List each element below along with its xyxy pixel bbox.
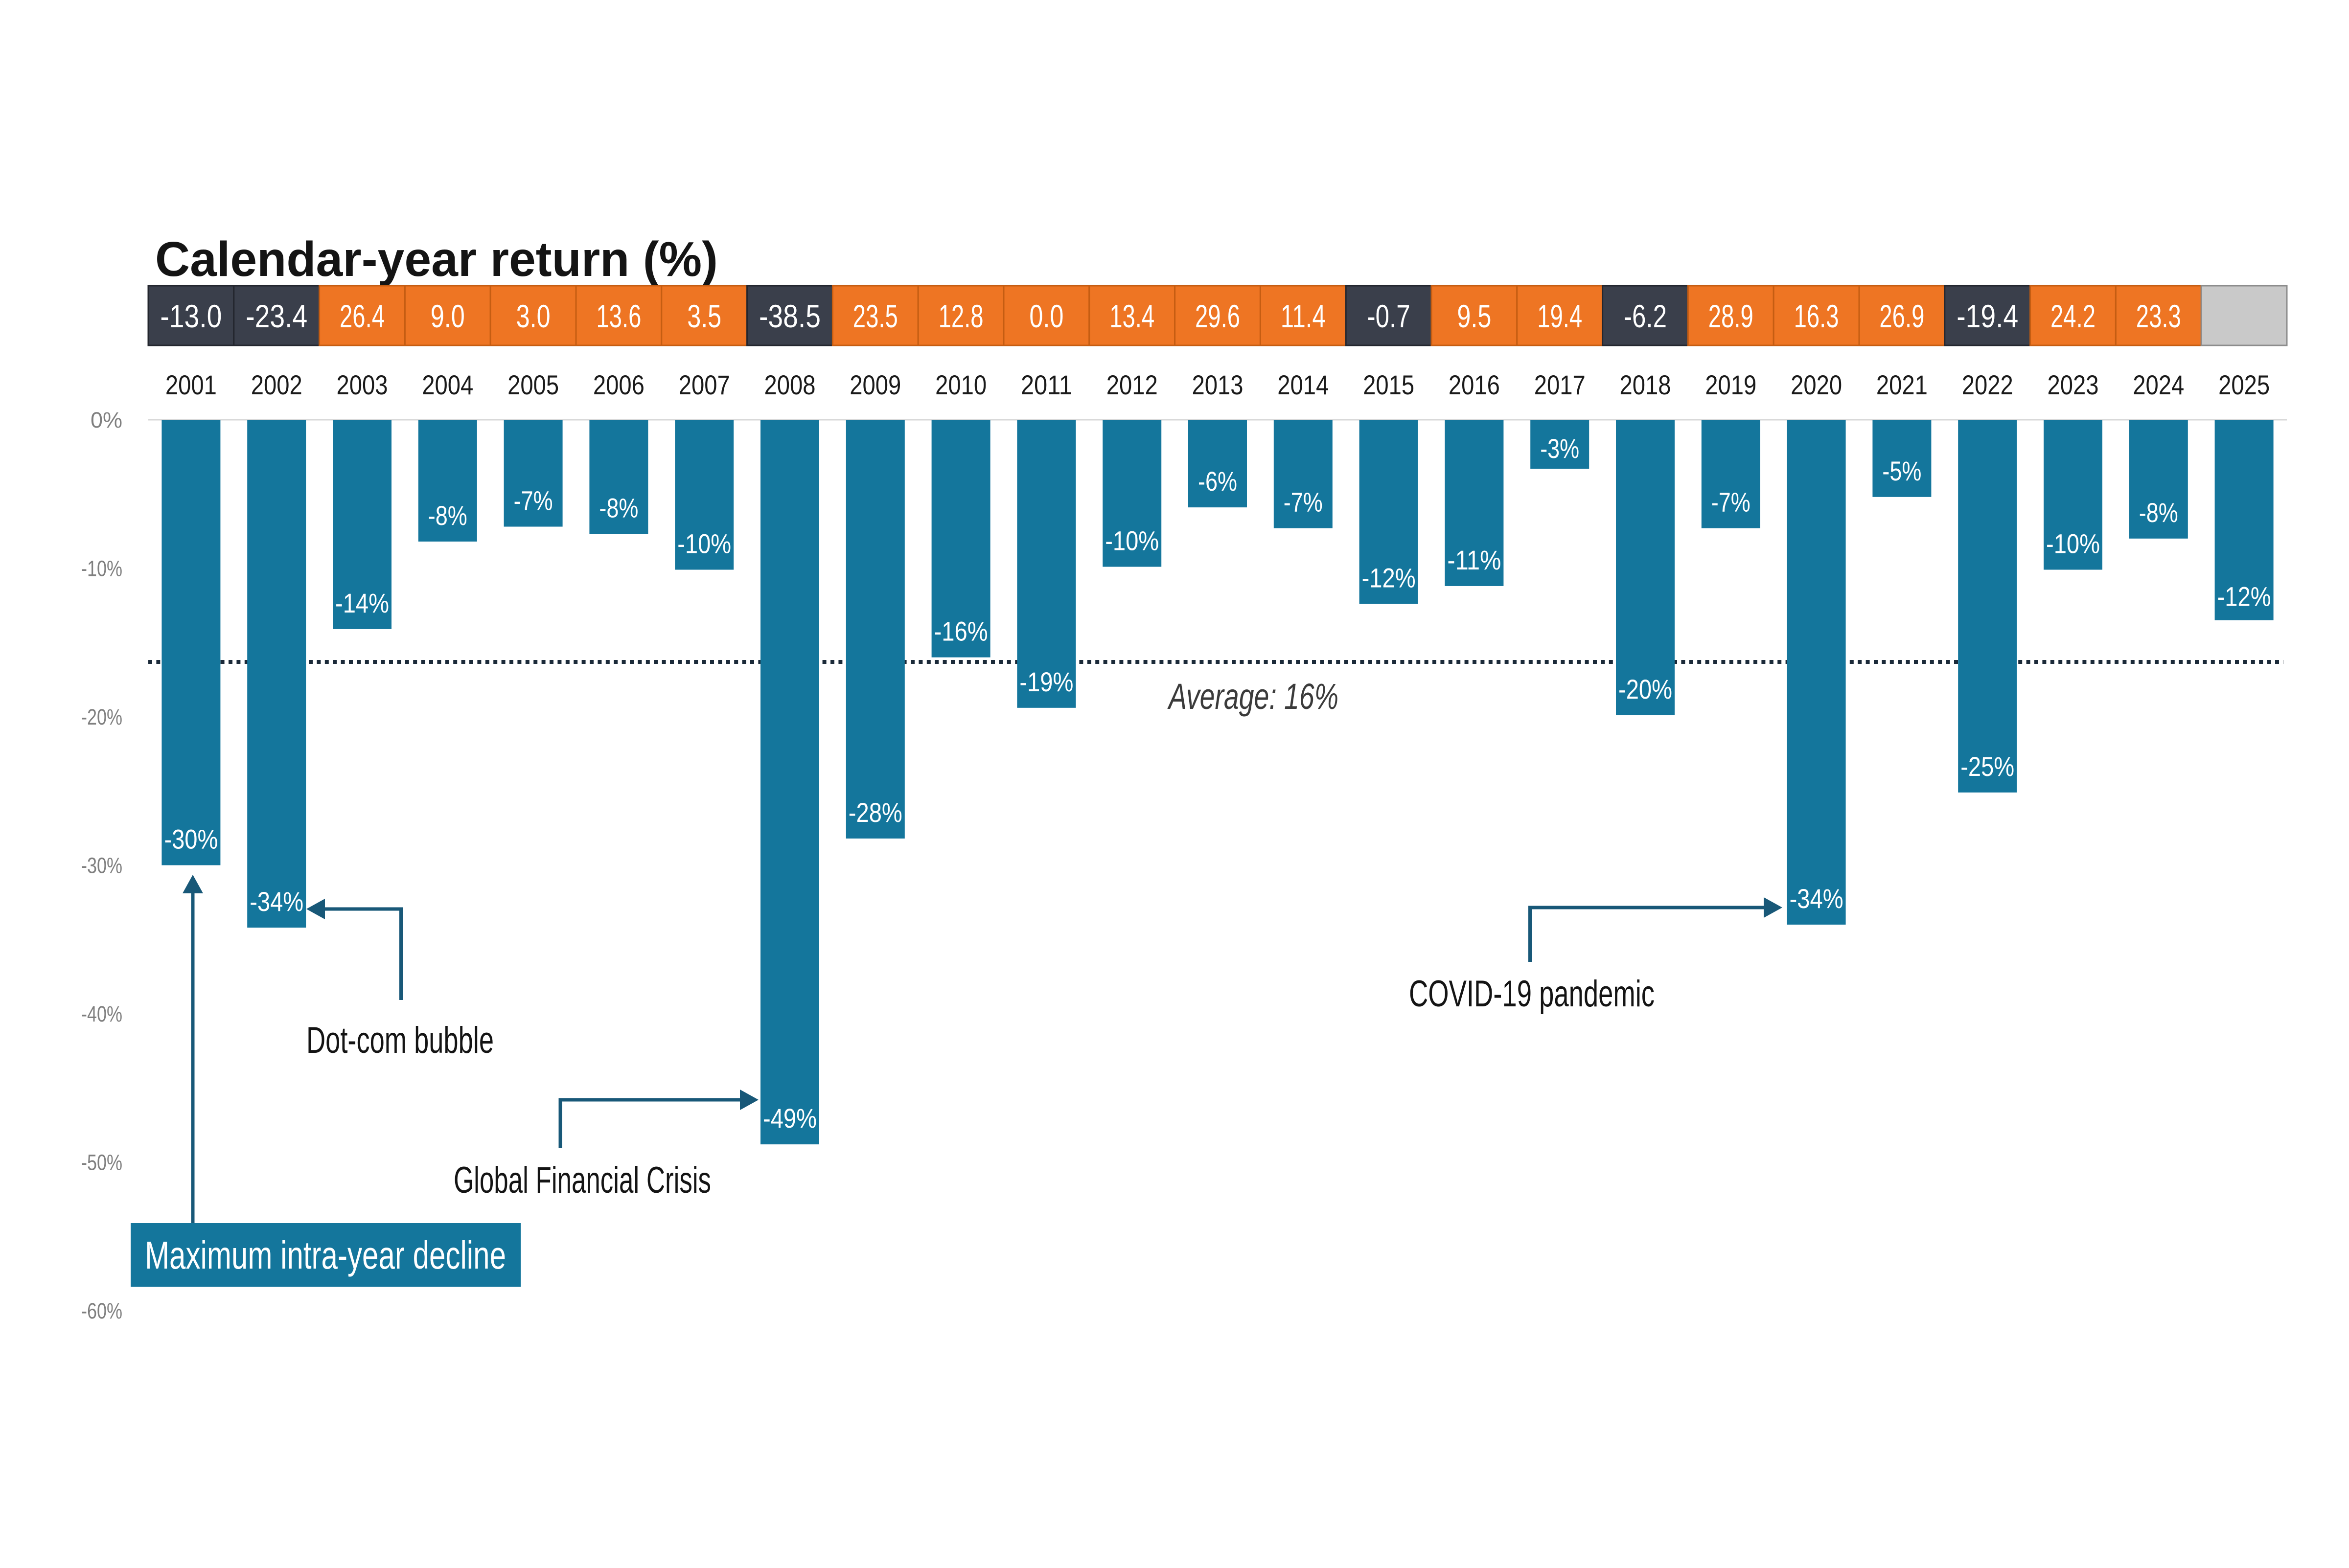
svg-text:-8%: -8% <box>428 500 467 531</box>
svg-text:-20%: -20% <box>81 704 122 729</box>
svg-text:13.6: 13.6 <box>596 298 641 334</box>
svg-text:2009: 2009 <box>850 369 901 400</box>
svg-text:-19%: -19% <box>1019 666 1073 697</box>
svg-text:2018: 2018 <box>1620 369 1671 400</box>
svg-text:-7%: -7% <box>1284 487 1323 518</box>
svg-text:19.4: 19.4 <box>1537 298 1582 334</box>
svg-text:26.9: 26.9 <box>1879 298 1924 334</box>
svg-text:16.3: 16.3 <box>1794 298 1839 334</box>
svg-text:2002: 2002 <box>251 369 302 400</box>
svg-text:-30%: -30% <box>164 824 218 855</box>
svg-text:-0.7: -0.7 <box>1367 298 1410 334</box>
svg-text:-14%: -14% <box>335 588 389 618</box>
svg-text:-16%: -16% <box>934 616 988 647</box>
svg-text:23.3: 23.3 <box>2136 298 2181 334</box>
svg-text:-5%: -5% <box>1882 455 1921 486</box>
svg-text:26.4: 26.4 <box>340 298 385 334</box>
svg-text:2006: 2006 <box>593 369 645 400</box>
svg-text:2001: 2001 <box>165 369 217 400</box>
svg-text:11.4: 11.4 <box>1281 298 1326 334</box>
svg-text:3.5: 3.5 <box>687 298 721 334</box>
svg-text:2005: 2005 <box>507 369 559 400</box>
svg-text:2025: 2025 <box>2218 369 2270 400</box>
svg-text:COVID-19 pandemic: COVID-19 pandemic <box>1409 973 1655 1015</box>
svg-text:-7%: -7% <box>1711 487 1750 518</box>
svg-text:3.0: 3.0 <box>516 298 551 334</box>
svg-text:-10%: -10% <box>81 556 122 581</box>
svg-text:Global Financial Crisis: Global Financial Crisis <box>454 1159 711 1201</box>
svg-text:2022: 2022 <box>1962 369 2013 400</box>
svg-text:-10%: -10% <box>677 528 731 559</box>
svg-text:2015: 2015 <box>1363 369 1414 400</box>
svg-text:2004: 2004 <box>422 369 473 400</box>
svg-text:2019: 2019 <box>1705 369 1756 400</box>
svg-text:2003: 2003 <box>337 369 388 400</box>
svg-text:-12%: -12% <box>2217 581 2271 612</box>
svg-text:2010: 2010 <box>935 369 987 400</box>
svg-text:-8%: -8% <box>599 493 638 523</box>
svg-text:-34%: -34% <box>250 886 303 917</box>
svg-text:9.0: 9.0 <box>431 298 465 334</box>
svg-text:-38.5: -38.5 <box>759 298 821 334</box>
svg-text:29.6: 29.6 <box>1195 298 1240 334</box>
svg-text:2020: 2020 <box>1791 369 1842 400</box>
svg-text:2021: 2021 <box>1876 369 1928 400</box>
svg-text:23.5: 23.5 <box>853 298 898 334</box>
svg-text:-40%: -40% <box>81 1001 122 1026</box>
svg-text:28.9: 28.9 <box>1708 298 1753 334</box>
svg-text:2017: 2017 <box>1534 369 1586 400</box>
svg-text:-28%: -28% <box>849 797 902 828</box>
svg-text:-10%: -10% <box>2046 528 2100 559</box>
svg-text:2011: 2011 <box>1021 369 1072 400</box>
svg-text:2014: 2014 <box>1277 369 1329 400</box>
svg-text:Dot-com bubble: Dot-com bubble <box>306 1020 494 1061</box>
svg-text:Maximum intra-year decline: Maximum intra-year decline <box>145 1233 506 1277</box>
svg-text:-50%: -50% <box>81 1150 122 1175</box>
svg-text:Average: 16%: Average: 16% <box>1167 676 1338 717</box>
svg-text:2012: 2012 <box>1106 369 1158 400</box>
svg-text:-12%: -12% <box>1362 562 1416 593</box>
svg-text:9.5: 9.5 <box>1457 298 1491 334</box>
svg-text:-10%: -10% <box>1105 525 1159 556</box>
svg-text:24.2: 24.2 <box>2050 298 2096 334</box>
svg-text:-13.0: -13.0 <box>160 298 222 334</box>
svg-text:0.0: 0.0 <box>1029 298 1063 334</box>
svg-text:-49%: -49% <box>763 1103 817 1134</box>
svg-text:13.4: 13.4 <box>1109 298 1154 334</box>
svg-text:-25%: -25% <box>1960 751 2014 782</box>
svg-text:2008: 2008 <box>764 369 816 400</box>
svg-text:-6.2: -6.2 <box>1624 298 1667 334</box>
svg-text:2024: 2024 <box>2133 369 2184 400</box>
svg-text:-60%: -60% <box>81 1298 122 1323</box>
svg-text:-34%: -34% <box>1790 883 1843 914</box>
svg-text:Calendar-year return (%): Calendar-year return (%) <box>155 232 718 287</box>
svg-text:0%: 0% <box>91 408 122 432</box>
svg-text:2016: 2016 <box>1449 369 1500 400</box>
svg-text:-8%: -8% <box>2139 497 2178 528</box>
svg-text:-6%: -6% <box>1198 466 1237 497</box>
svg-text:2013: 2013 <box>1192 369 1244 400</box>
svg-text:-30%: -30% <box>81 853 122 878</box>
svg-text:-11%: -11% <box>1447 545 1501 575</box>
svg-text:2023: 2023 <box>2048 369 2099 400</box>
svg-text:-23.4: -23.4 <box>246 298 307 334</box>
svg-text:-7%: -7% <box>514 485 553 516</box>
svg-text:-20%: -20% <box>1618 674 1672 704</box>
svg-text:12.8: 12.8 <box>939 298 984 334</box>
svg-text:-3%: -3% <box>1540 433 1579 464</box>
svg-text:2007: 2007 <box>679 369 730 400</box>
svg-text:-19.4: -19.4 <box>1957 298 2018 334</box>
